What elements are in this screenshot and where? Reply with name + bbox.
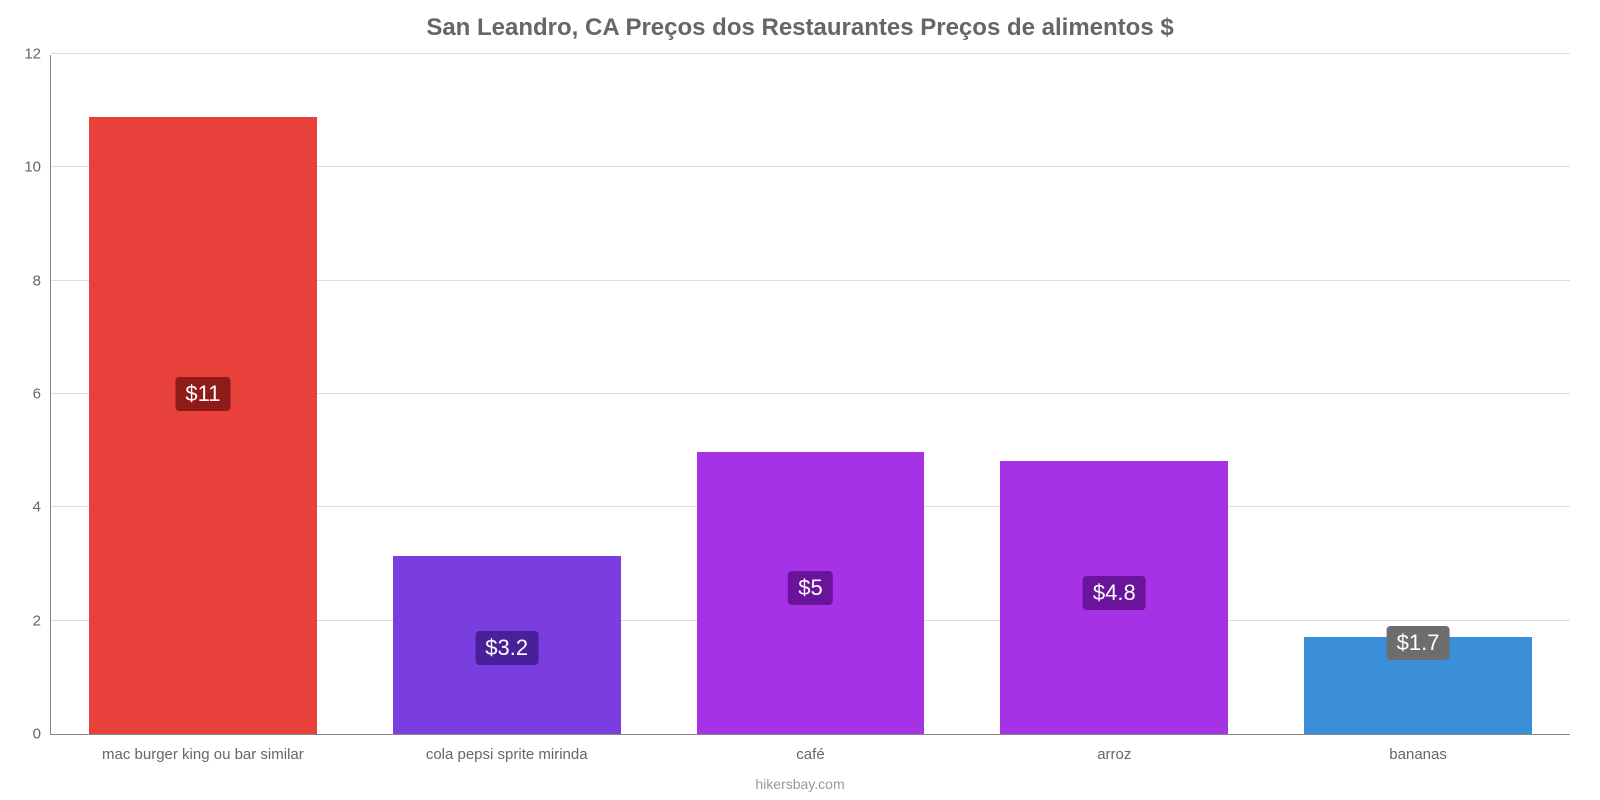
bar-value-label: $5 — [788, 571, 832, 605]
bar-slot: $1.7bananas — [1266, 55, 1570, 734]
y-tick-label: 6 — [33, 386, 51, 403]
bar-value-label: $1.7 — [1387, 626, 1450, 660]
bar-value-label: $4.8 — [1083, 576, 1146, 610]
x-tick-label: café — [796, 734, 824, 763]
bar: $3.2 — [393, 556, 621, 734]
x-tick-label: mac burger king ou bar similar — [102, 734, 304, 763]
bar: $5 — [697, 452, 925, 734]
bar-slot: $3.2cola pepsi sprite mirinda — [355, 55, 659, 734]
bar-slot: $4.8arroz — [962, 55, 1266, 734]
bar-slot: $5café — [659, 55, 963, 734]
plot-area: 024681012$11mac burger king ou bar simil… — [50, 55, 1570, 735]
bar-slot: $11mac burger king ou bar similar — [51, 55, 355, 734]
bar: $11 — [89, 117, 317, 734]
chart-container: San Leandro, CA Preços dos Restaurantes … — [0, 0, 1600, 800]
y-tick-label: 0 — [33, 726, 51, 743]
y-tick-label: 12 — [24, 46, 51, 63]
y-tick-label: 4 — [33, 499, 51, 516]
bar-value-label: $11 — [175, 377, 230, 411]
grid-line — [51, 53, 1570, 54]
chart-title: San Leandro, CA Preços dos Restaurantes … — [0, 0, 1600, 42]
bar: $4.8 — [1000, 461, 1228, 734]
y-tick-label: 8 — [33, 272, 51, 289]
chart-footer: hikersbay.com — [0, 776, 1600, 792]
bar-value-label: $3.2 — [475, 631, 538, 665]
bar: $1.7 — [1304, 637, 1532, 734]
x-tick-label: cola pepsi sprite mirinda — [426, 734, 588, 763]
x-tick-label: arroz — [1097, 734, 1131, 763]
y-tick-label: 10 — [24, 159, 51, 176]
x-tick-label: bananas — [1389, 734, 1447, 763]
bars-row: $11mac burger king ou bar similar$3.2col… — [51, 55, 1570, 734]
y-tick-label: 2 — [33, 612, 51, 629]
